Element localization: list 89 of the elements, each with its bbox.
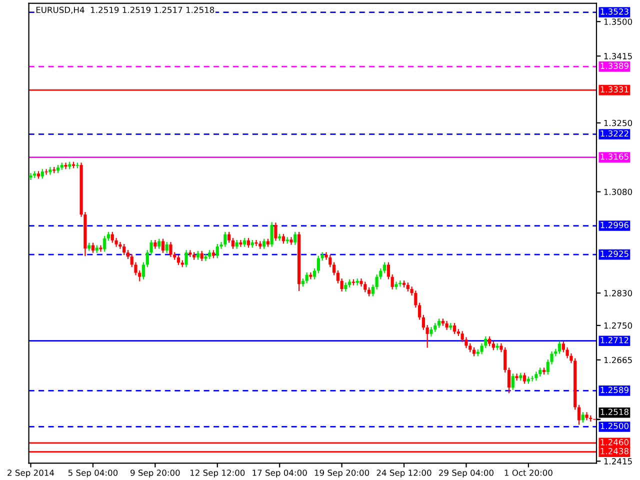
ref-line-label: 1.3331 bbox=[600, 86, 628, 92]
candlestick bbox=[282, 233, 286, 244]
candlestick bbox=[246, 237, 250, 248]
candlestick bbox=[44, 168, 48, 176]
candlestick bbox=[99, 244, 102, 252]
candlestick bbox=[40, 168, 44, 180]
y-tick-label: 1.2750 bbox=[604, 322, 632, 329]
candlestick bbox=[562, 340, 565, 353]
ref-line-label: 1.2500 bbox=[600, 422, 628, 430]
candlestick bbox=[566, 346, 569, 359]
ref-line-label: 1.2589 bbox=[600, 386, 628, 394]
ref-line-label: 1.2438 bbox=[600, 448, 628, 454]
candlestick bbox=[430, 326, 433, 337]
candlestick bbox=[418, 302, 422, 320]
candlestick bbox=[426, 324, 429, 348]
candlestick bbox=[522, 372, 526, 384]
candlestick bbox=[204, 254, 208, 262]
candlestick bbox=[364, 281, 367, 293]
ref-line-label: 1.3165 bbox=[600, 153, 628, 160]
candlestick bbox=[581, 412, 584, 424]
candlestick bbox=[309, 272, 312, 280]
ref-line-label: 1.2460 bbox=[600, 439, 628, 446]
y-tick-label: 1.3080 bbox=[604, 188, 632, 196]
x-tick-label: 24 Sep 12:00 bbox=[376, 470, 432, 478]
x-tick-label: 17 Sep 04:00 bbox=[252, 470, 307, 478]
candlestick bbox=[231, 237, 234, 250]
ref-line-label: 1.3389 bbox=[600, 62, 628, 69]
x-tick-label: 12 Sep 12:00 bbox=[190, 470, 245, 478]
candlestick bbox=[110, 231, 114, 244]
candlestick bbox=[227, 231, 231, 244]
candlestick bbox=[328, 254, 332, 268]
candlestick bbox=[158, 238, 161, 250]
candlestick bbox=[305, 272, 308, 284]
x-tick-label: 29 Sep 04:00 bbox=[439, 470, 494, 478]
x-tick-label: 5 Sep 04:00 bbox=[68, 470, 118, 478]
x-tick-label: 2 Sep 2014 bbox=[8, 470, 54, 478]
candlestick bbox=[91, 242, 95, 254]
candlestick bbox=[29, 172, 32, 181]
text: 1.2518 bbox=[600, 408, 628, 416]
ref-line-label: 1.3523 bbox=[600, 8, 628, 15]
candlestick bbox=[383, 262, 386, 274]
candlestick bbox=[437, 318, 441, 328]
candlestick bbox=[274, 222, 278, 242]
candlestick bbox=[453, 322, 456, 335]
candlestick bbox=[511, 373, 514, 390]
candlestick bbox=[176, 254, 180, 266]
candlestick bbox=[270, 222, 274, 248]
candlestick bbox=[142, 262, 146, 280]
ref-line-label: 1.3222 bbox=[600, 130, 628, 137]
candlestick bbox=[507, 367, 511, 394]
candlestick bbox=[224, 231, 227, 248]
y-tick-label: 1.2830 bbox=[604, 290, 632, 296]
candlestick bbox=[316, 255, 320, 274]
ref-line-label: 1.2996 bbox=[600, 222, 629, 228]
candlestick bbox=[332, 262, 336, 276]
candlestick bbox=[414, 290, 418, 308]
candlestick bbox=[122, 243, 126, 256]
candlestick bbox=[200, 250, 204, 262]
candlestick bbox=[254, 239, 258, 247]
candlestick bbox=[390, 274, 394, 290]
candlestick bbox=[262, 238, 266, 250]
candlestick bbox=[64, 162, 68, 170]
y-tick-label: 1.3500 bbox=[604, 18, 632, 25]
candlestick bbox=[294, 231, 297, 246]
y-tick-label: 1.2665 bbox=[604, 356, 632, 364]
x-tick-label: 19 Sep 20:00 bbox=[314, 470, 370, 478]
candlestick bbox=[577, 404, 581, 426]
candlestick bbox=[184, 250, 188, 268]
ref-line-label: 1.2925 bbox=[600, 250, 628, 257]
y-tick-label: 1.3415 bbox=[604, 53, 632, 60]
candlestick bbox=[422, 314, 426, 330]
candlestick bbox=[515, 373, 518, 382]
candlestick bbox=[504, 346, 507, 373]
candlestick bbox=[165, 241, 168, 254]
candlestick bbox=[313, 268, 316, 280]
ref-line-label: 1.2712 bbox=[600, 336, 628, 344]
chart-title: EURUSD,H4 1.2519 1.2519 1.2517 1.2518 bbox=[36, 6, 214, 14]
y-tick-label: 1.3250 bbox=[604, 120, 632, 126]
candlestick bbox=[103, 235, 106, 252]
candlestick bbox=[488, 336, 492, 347]
candlestick bbox=[386, 262, 390, 280]
x-tick-label: 9 Sep 20:00 bbox=[130, 470, 180, 478]
candlestick bbox=[239, 239, 242, 248]
x-tick-label: 1 Oct 20:00 bbox=[504, 470, 552, 476]
candlestick bbox=[161, 238, 164, 254]
candlestick bbox=[216, 243, 219, 259]
y-tick-label: 1.2415 bbox=[604, 458, 632, 464]
candlestick bbox=[169, 241, 172, 258]
candlestick bbox=[558, 340, 562, 354]
